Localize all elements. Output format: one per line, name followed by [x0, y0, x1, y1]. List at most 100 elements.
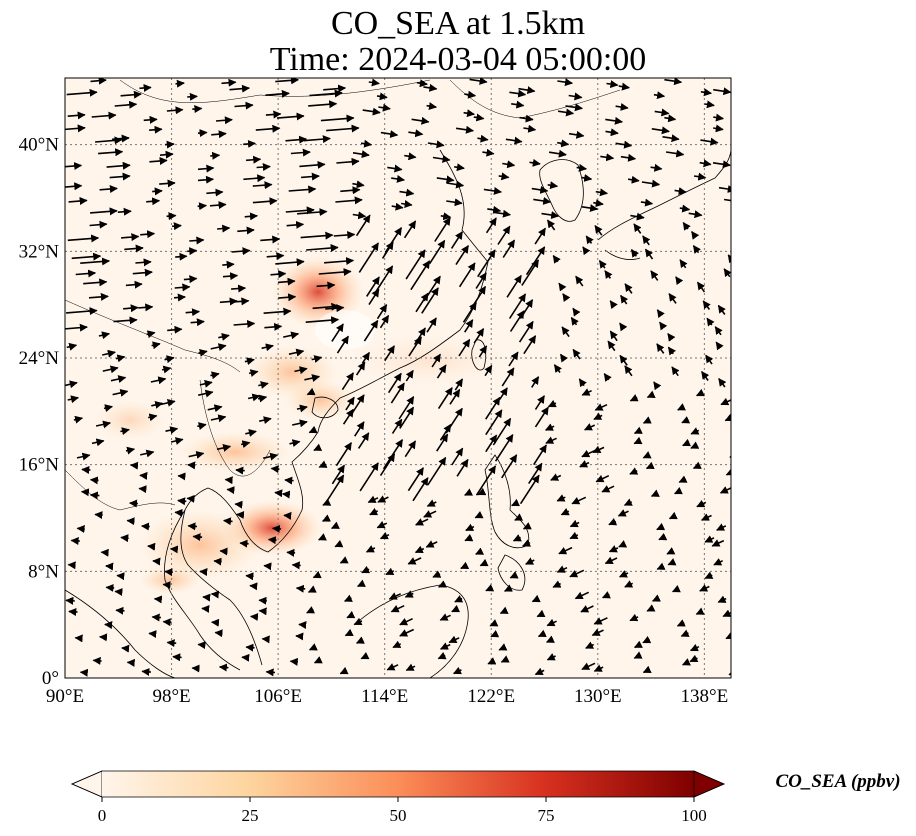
- wind-arrow: [215, 116, 233, 125]
- wind-arrow: [423, 275, 441, 302]
- wind-arrow: [114, 100, 138, 109]
- wind-arrow: [642, 451, 652, 459]
- wind-arrow: [301, 172, 320, 181]
- wind-arrow: [404, 152, 417, 161]
- wind-arrow: [224, 476, 233, 485]
- wind-arrow: [425, 540, 438, 548]
- wind-arrow: [454, 163, 465, 172]
- wind-arrow: [498, 172, 510, 181]
- wind-arrow: [140, 449, 155, 458]
- wind-arrow: [427, 456, 447, 486]
- wind-arrow: [246, 155, 262, 164]
- wind-arrow: [98, 331, 110, 340]
- wind-arrow: [351, 394, 365, 414]
- wind-arrow: [221, 78, 237, 87]
- wind-arrow: [362, 107, 381, 116]
- wind-arrow: [356, 579, 366, 588]
- wind-arrow: [629, 467, 639, 475]
- wind-arrow: [183, 275, 198, 284]
- wind-arrow: [594, 225, 603, 236]
- wind-arrow: [316, 281, 336, 290]
- wind-arrow: [695, 607, 705, 615]
- wind-arrow: [114, 587, 123, 596]
- wind-arrow: [138, 303, 154, 312]
- wind-arrow: [355, 214, 371, 237]
- wind-arrow: [264, 322, 283, 331]
- wind-arrow: [278, 293, 297, 302]
- wind-arrow: [164, 355, 175, 364]
- wind-arrow: [470, 285, 487, 310]
- wind-arrow: [339, 556, 349, 564]
- lat-tick-label: 24°N: [19, 348, 60, 369]
- wind-arrow: [92, 656, 102, 665]
- wind-arrow: [633, 436, 643, 445]
- wind-arrow: [270, 465, 280, 474]
- wind-arrow: [67, 561, 76, 570]
- wind-arrow: [690, 441, 700, 449]
- wind-arrow: [536, 609, 546, 618]
- wind-arrow: [711, 539, 725, 547]
- wind-arrow: [583, 423, 596, 431]
- wind-arrow: [593, 664, 604, 672]
- wind-arrow: [489, 619, 499, 627]
- wind-arrow: [67, 111, 86, 120]
- wind-arrow: [679, 259, 688, 269]
- wind-arrow: [120, 90, 142, 99]
- wind-arrow: [608, 518, 618, 526]
- wind-arrow: [642, 665, 652, 674]
- wind-arrow: [231, 284, 247, 293]
- wind-arrow: [384, 227, 403, 254]
- wind-arrow: [89, 491, 100, 500]
- wind-arrow: [358, 242, 379, 273]
- wind-arrow: [556, 494, 566, 502]
- wind-arrow: [699, 584, 710, 592]
- wind-arrow: [240, 440, 251, 449]
- wind-arrow: [619, 322, 628, 332]
- wind-arrow: [261, 343, 274, 352]
- wind-arrow: [366, 276, 380, 297]
- wind-arrow: [331, 464, 345, 485]
- wind-arrow: [324, 257, 355, 266]
- colorbar-extend-low: [70, 770, 103, 798]
- wind-arrow: [283, 511, 292, 520]
- lat-tick-label: 8°N: [28, 561, 59, 582]
- wind-arrow: [140, 230, 156, 239]
- wind-arrow: [581, 662, 596, 671]
- wind-arrow: [333, 230, 356, 239]
- wind-arrow: [209, 201, 227, 210]
- wind-arrow: [98, 148, 124, 157]
- lon-tick-label: 90°E: [46, 686, 84, 707]
- wind-arrow: [65, 596, 75, 605]
- wind-arrow: [571, 496, 587, 505]
- wind-arrow: [653, 381, 662, 391]
- wind-vector-field: [65, 78, 731, 677]
- wind-arrow: [562, 293, 571, 302]
- wind-arrow: [109, 172, 131, 181]
- wind-arrow: [704, 535, 715, 543]
- wind-arrow: [574, 591, 590, 600]
- wind-arrow: [341, 372, 354, 391]
- wind-arrow: [485, 217, 497, 234]
- wind-arrow: [436, 433, 449, 452]
- wind-arrow: [624, 365, 633, 377]
- wind-arrow: [477, 134, 489, 143]
- wind-arrow: [317, 533, 327, 541]
- wind-arrow: [465, 523, 475, 532]
- wind-arrow: [187, 522, 198, 531]
- wind-arrow: [201, 604, 210, 613]
- wind-arrow: [126, 517, 135, 526]
- wind-arrow: [231, 247, 251, 256]
- wind-arrow: [531, 594, 541, 603]
- wind-arrow: [386, 663, 399, 671]
- wind-arrow: [265, 110, 282, 119]
- wind-arrow: [105, 583, 115, 592]
- wind-arrow: [659, 321, 668, 331]
- wind-arrow: [408, 336, 422, 357]
- wind-arrow: [175, 252, 188, 261]
- wind-arrow: [606, 80, 619, 89]
- wind-arrow: [68, 608, 78, 616]
- wind-arrow: [89, 476, 99, 485]
- wind-arrow: [186, 494, 195, 503]
- lat-tick-label: 16°N: [19, 455, 60, 476]
